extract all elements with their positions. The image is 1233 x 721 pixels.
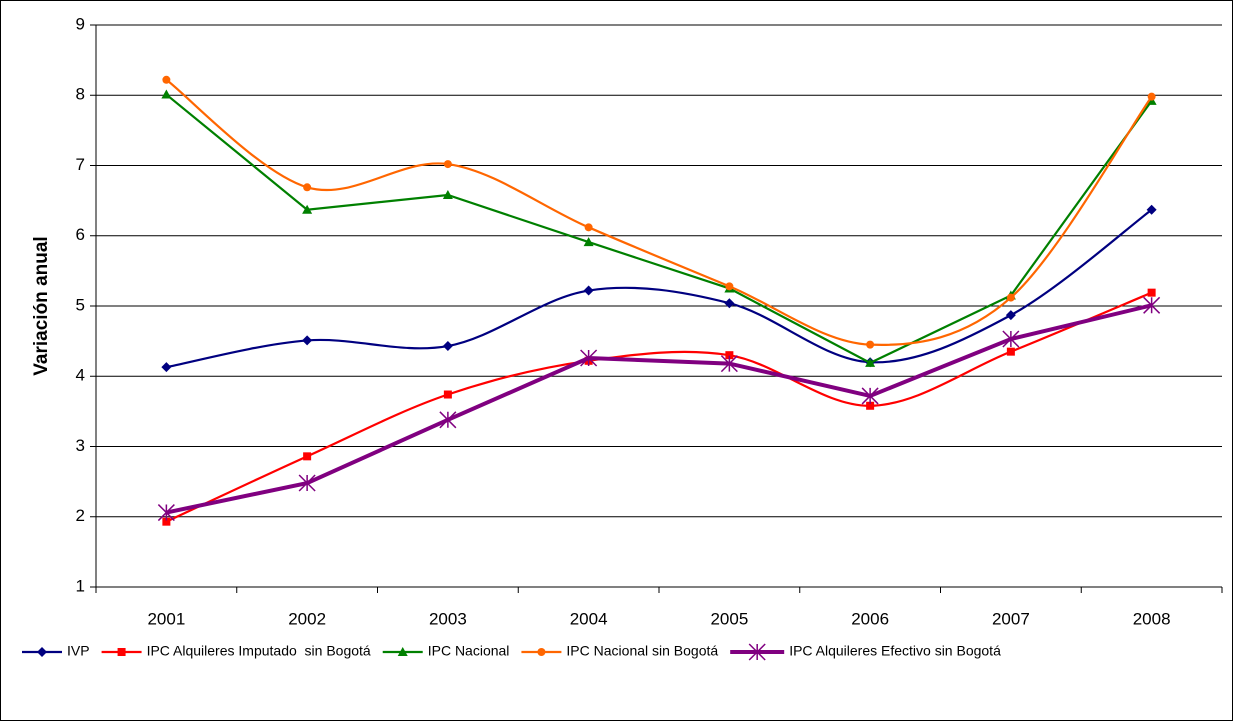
marker (724, 298, 735, 309)
marker (866, 340, 875, 349)
marker (303, 183, 312, 192)
marker (1002, 330, 1020, 348)
marker (1146, 204, 1157, 215)
x-tick-label: 2008 (1133, 609, 1171, 628)
y-tick-label: 6 (76, 225, 85, 244)
marker (748, 643, 766, 661)
marker (302, 335, 313, 346)
series-line (165, 303, 1153, 515)
x-tick-label: 2004 (570, 609, 608, 628)
marker (1006, 347, 1015, 356)
legend-label: IPC Nacional sin Bogotá (566, 643, 718, 659)
marker (1147, 288, 1156, 297)
marker (861, 387, 879, 405)
marker (442, 190, 453, 200)
marker (303, 452, 312, 461)
marker (162, 75, 171, 84)
x-tick-label: 2002 (288, 609, 326, 628)
marker (583, 237, 594, 247)
marker (117, 648, 126, 656)
marker (725, 282, 734, 291)
legend-item: IPC Nacional sin Bogotá (521, 643, 718, 659)
x-tick-label: 2003 (429, 609, 467, 628)
x-tick-label: 2007 (992, 609, 1030, 628)
legend-label: IVP (67, 643, 90, 659)
marker (580, 349, 598, 367)
x-tick-label: 2006 (851, 609, 889, 628)
series-line (165, 291, 1153, 523)
legend-item: IPC Nacional (382, 643, 510, 659)
marker (161, 362, 172, 373)
legend-label: IPC Alquileres Efectivo sin Bogotá (789, 643, 1001, 659)
y-axis-title: Variación anual (31, 236, 52, 375)
marker (443, 390, 452, 399)
marker (439, 411, 457, 429)
marker (302, 204, 313, 214)
series-line (166, 208, 1153, 369)
marker (157, 504, 175, 522)
legend-item: IPC Alquileres Efectivo sin Bogotá (730, 643, 1001, 661)
marker (298, 474, 316, 492)
marker (162, 517, 171, 526)
marker (37, 647, 47, 657)
y-tick-label: 7 (76, 155, 85, 174)
marker (1143, 296, 1161, 314)
legend-item: IPC Alquileres Imputado sin Bogotá (101, 643, 371, 659)
marker (725, 351, 734, 360)
marker (161, 89, 172, 99)
marker (1005, 310, 1016, 321)
x-tick-label: 2001 (147, 609, 185, 628)
series-line (165, 93, 1153, 365)
marker (866, 401, 875, 410)
marker (537, 648, 546, 656)
legend-item: IVP (22, 643, 90, 659)
marker (1006, 293, 1015, 302)
marker (443, 160, 452, 169)
y-tick-label: 8 (76, 85, 85, 104)
y-tick-label: 1 (76, 576, 85, 595)
legend-label: IPC Nacional (428, 643, 510, 659)
marker (397, 647, 408, 656)
legend-label: IPC Alquileres Imputado sin Bogotá (147, 643, 371, 659)
y-tick-label: 3 (76, 436, 85, 455)
marker (865, 357, 876, 367)
marker (720, 355, 738, 373)
y-tick-label: 4 (76, 366, 85, 385)
marker (583, 285, 594, 296)
x-tick-label: 2005 (710, 609, 748, 628)
marker (584, 223, 593, 232)
y-tick-label: 5 (76, 295, 85, 314)
marker (1147, 92, 1156, 101)
y-tick-label: 2 (76, 506, 85, 525)
y-tick-label: 9 (76, 14, 85, 33)
marker (442, 341, 453, 352)
